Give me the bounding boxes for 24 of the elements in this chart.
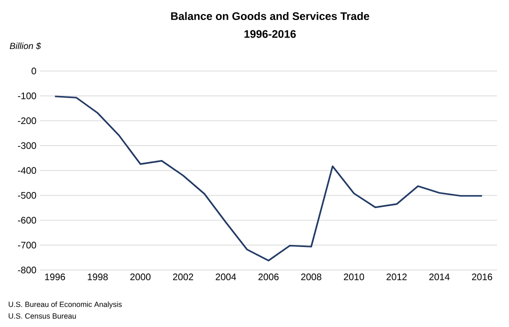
- y-tick-label: -300: [18, 142, 36, 149]
- y-tick-label: -500: [18, 192, 36, 199]
- y-tick-label: -700: [18, 242, 36, 248]
- y-axis-title: Billion $: [10, 42, 42, 50]
- y-tick-label: -800: [18, 266, 36, 274]
- x-tick-label: 1996: [45, 274, 66, 280]
- x-tick-label: 2016: [472, 274, 492, 280]
- line-series: [54, 96, 483, 262]
- x-tick-label: 1998: [88, 274, 108, 280]
- y-tick-label: -100: [18, 92, 36, 100]
- x-tick-label: 2000: [130, 274, 151, 280]
- x-tick-label: 2014: [429, 274, 450, 280]
- x-tick-label: 2012: [386, 274, 407, 280]
- chart-title: Balance on Goods and Services Trade: [171, 12, 370, 20]
- y-tick-label: -200: [18, 117, 36, 124]
- y-tick-label: -600: [18, 216, 36, 224]
- y-tick-label: -400: [18, 167, 36, 174]
- x-tick-label: 2008: [301, 274, 322, 280]
- x-tick-label: 2006: [258, 274, 279, 280]
- x-tick-label: 2010: [344, 274, 364, 280]
- x-tick-label: 2002: [173, 274, 194, 280]
- chart-subtitle: 1996-2016: [244, 30, 296, 38]
- x-tick-label: 2004: [216, 274, 236, 280]
- y-tick-label: 0: [32, 68, 36, 74]
